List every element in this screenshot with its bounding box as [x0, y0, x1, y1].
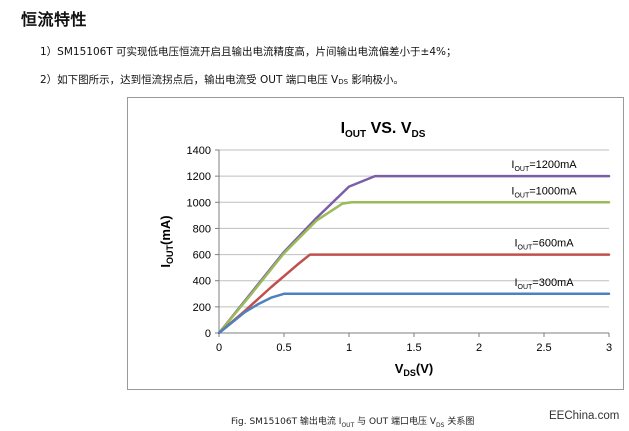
- figure-caption: Fig. SM15106T 输出电流 IOUT 与 OUT 端口电压 VDS 关…: [231, 414, 474, 429]
- x-tick-label: 0.5: [276, 342, 291, 354]
- brand-watermark: EEChina.com: [549, 410, 620, 422]
- caption-sub-2: DS: [436, 421, 445, 429]
- series-label-0: IOUT=1200mA: [511, 159, 577, 173]
- x-tick-label: 1: [346, 342, 352, 354]
- caption-sub-1: OUT: [341, 421, 355, 429]
- chart-title: IOUT VS. VDS: [341, 120, 426, 140]
- y-tick-label: 1000: [187, 197, 211, 209]
- chart-tick-labels: 0 200 400 600 800 1000 1200 1400 0 0.5 1 1.5 2 2.5 3: [187, 145, 613, 354]
- chart-axes: [215, 149, 610, 337]
- y-tick-label: 1200: [187, 171, 211, 183]
- caption-text-2: 与 OUT 端口电压 V: [354, 417, 437, 427]
- chart-series: [217, 174, 611, 335]
- y-tick-label: 0: [205, 328, 211, 340]
- y-tick-label: 600: [193, 250, 211, 262]
- series-line-3: [217, 292, 611, 335]
- caption-text-3: 关系图: [444, 417, 475, 427]
- chart-titles: IOUT VS. VDS VDS(V) IOUT(mA): [158, 120, 433, 378]
- x-tick-label: 0: [216, 342, 222, 354]
- y-tick-label: 800: [193, 223, 211, 235]
- paragraph-2-subscript: DS: [338, 78, 349, 86]
- series-label-3: IOUT=300mA: [514, 277, 574, 291]
- paragraph-2-tail: 影响极小。: [348, 74, 404, 86]
- y-tick-label: 1400: [187, 145, 211, 157]
- x-tick-label: 2: [476, 342, 482, 354]
- y-axis-title: IOUT(mA): [158, 215, 175, 267]
- y-tick-label: 200: [193, 302, 211, 314]
- paragraph-2-text: 2）如下图所示，达到恒流拐点后，输出电流受 OUT 端口电压 V: [40, 74, 339, 86]
- series-label-1: IOUT=1000mA: [511, 185, 577, 199]
- iout-vds-chart: 0 200 400 600 800 1000 1200 1400 0 0.5 1 1.5 2 2.5 3 I…: [158, 120, 613, 378]
- y-tick-label: 400: [193, 276, 211, 288]
- x-axis-title: VDS(V): [395, 361, 434, 378]
- x-tick-label: 3: [606, 342, 612, 354]
- series-line-1: [217, 201, 611, 335]
- caption-text-1: Fig. SM15106T 输出电流 I: [231, 417, 342, 427]
- series-label-2: IOUT=600mA: [514, 238, 574, 252]
- chart-series-labels: IOUT=1200mA IOUT=1000mA IOUT=600mA IOUT=300…: [511, 159, 577, 291]
- paragraph-2: 2）如下图所示，达到恒流拐点后，输出电流受 OUT 端口电压 VDS 影响极小。: [40, 72, 404, 87]
- x-tick-label: 1.5: [406, 342, 421, 354]
- section-heading: 恒流特性: [21, 10, 88, 29]
- x-tick-label: 2.5: [536, 342, 551, 354]
- paragraph-1: 1）SM15106T 可实现低电压恒流开启且输出电流精度高，片间输出电流偏差小于…: [40, 46, 457, 58]
- chart-frame: 0 200 400 600 800 1000 1200 1400 0 0.5 1 1.5 2 2.5 3 I…: [127, 97, 624, 390]
